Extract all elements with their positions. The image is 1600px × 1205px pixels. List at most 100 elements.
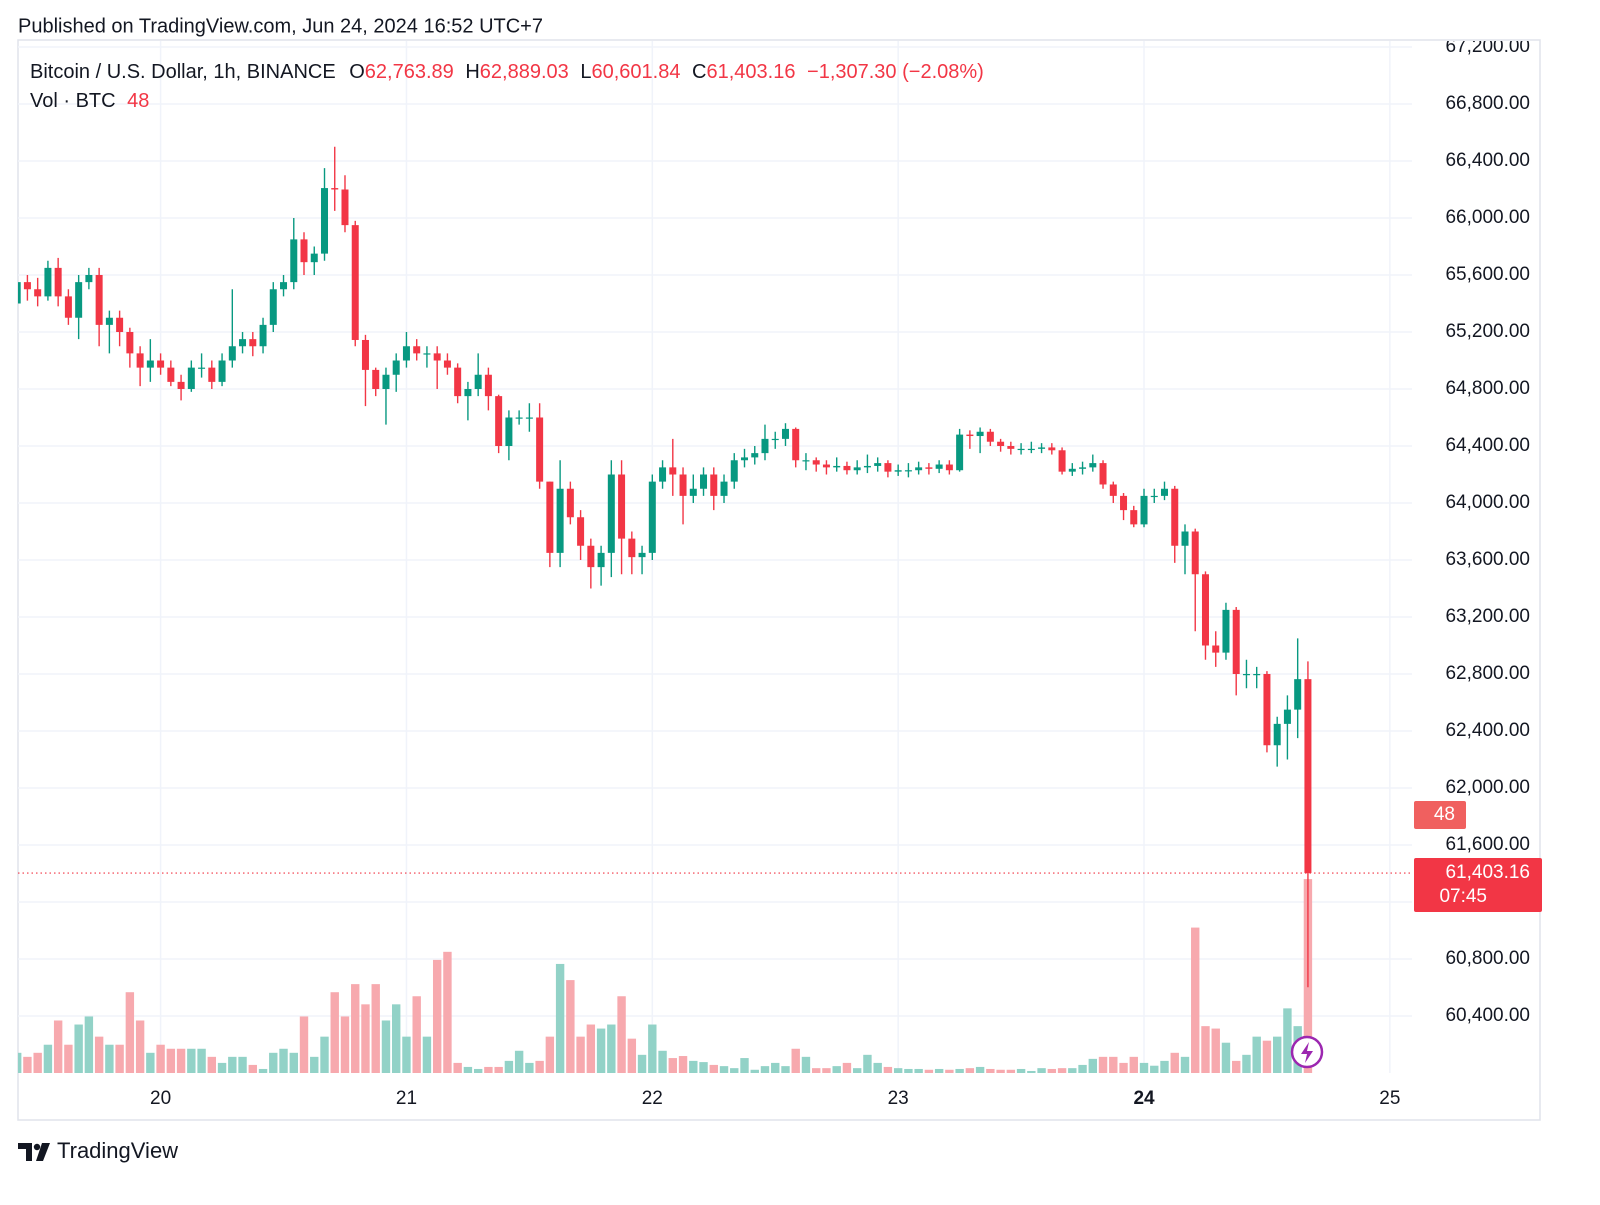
volume-bar [1088, 1058, 1098, 1073]
volume-bar [1283, 1008, 1292, 1073]
symbol-title: Bitcoin / U.S. Dollar, 1h, BINANCE [30, 61, 336, 83]
volume-bar [258, 1068, 268, 1073]
volume-bar [975, 1066, 985, 1073]
volume-bar [1150, 1065, 1159, 1073]
candle-body [474, 374, 482, 389]
volume-bar [207, 1056, 217, 1073]
price-axis: 60,400.0060,800.0061,200.0061,600.0062,0… [1445, 41, 1530, 1026]
volume-bar [1068, 1068, 1077, 1073]
volume-bar [832, 1066, 841, 1073]
volume-bar [1098, 1056, 1108, 1073]
y-tick-label: 62,800.00 [1445, 663, 1530, 684]
y-tick-label: 64,000.00 [1445, 492, 1530, 513]
volume-bar [924, 1069, 934, 1073]
candle-body [1017, 448, 1025, 451]
y-tick-label: 61,600.00 [1445, 834, 1530, 855]
candle-body [720, 481, 728, 496]
volume-bar [125, 992, 135, 1073]
volume-bar [576, 1036, 585, 1073]
candle-body [956, 434, 964, 471]
volume-bar [873, 1062, 882, 1073]
candle-body [966, 434, 974, 437]
volume-bar [1078, 1064, 1087, 1073]
x-tick-label: 25 [1379, 1088, 1400, 1109]
volume-bar [1119, 1062, 1128, 1073]
candle-body [290, 239, 298, 283]
candle-body [167, 367, 175, 382]
candle-body [730, 460, 738, 482]
volume-bar [43, 1044, 53, 1073]
candle-body [1140, 495, 1148, 525]
candle-body [1038, 447, 1046, 449]
candle-body [1058, 450, 1066, 472]
candle-body [259, 324, 267, 347]
candle-body [710, 474, 718, 496]
candle-body [1253, 674, 1261, 676]
x-tick-label: 23 [888, 1088, 909, 1109]
candle-body [1027, 448, 1035, 451]
candle-body [177, 381, 185, 389]
ohlc-letter: C [692, 61, 706, 83]
price-tag-countdown: 07:45 [1439, 886, 1487, 907]
plot-area [18, 146, 1412, 1073]
candle-body [505, 417, 513, 446]
volume-bar [678, 1056, 688, 1073]
candle-body [792, 428, 800, 461]
candle-body [228, 346, 236, 361]
candle-body [659, 467, 667, 482]
candle-body [986, 431, 994, 442]
volume-bar [1109, 1056, 1118, 1073]
candle-body [945, 464, 953, 471]
volume-bar [279, 1048, 288, 1073]
candle-body [1232, 609, 1240, 674]
candle-body [587, 545, 595, 568]
volume-bar [1139, 1062, 1149, 1073]
candle-body [34, 289, 42, 297]
candle-body [269, 289, 277, 325]
candle-body [423, 353, 431, 355]
ohlc-letter: H [465, 61, 479, 83]
volume-bar [23, 1056, 32, 1073]
candle-body [341, 189, 349, 226]
volume-bar [822, 1068, 831, 1073]
volume-bar [699, 1062, 708, 1073]
candle-body [1150, 495, 1158, 498]
volume-bar [596, 1028, 606, 1073]
volume-bar [1057, 1068, 1067, 1073]
candle-body [546, 481, 554, 553]
volume-bar [730, 1068, 739, 1073]
candle-body [95, 275, 103, 325]
volume-bar [494, 1066, 503, 1073]
volume-bar [1201, 1026, 1210, 1073]
candle-body [249, 339, 257, 347]
volume-bar [525, 1062, 534, 1073]
volume-bar [750, 1069, 759, 1073]
candle-body [638, 552, 646, 558]
volume-bar [771, 1062, 780, 1073]
volume-bar [1037, 1068, 1046, 1073]
y-tick-label: 64,400.00 [1445, 435, 1530, 456]
grid [18, 41, 1412, 1073]
candle-body [64, 296, 72, 318]
volume-bar [893, 1068, 903, 1073]
candle-body [300, 239, 308, 263]
volume-bar [1262, 1040, 1272, 1073]
volume-bar [453, 1062, 462, 1073]
volume-bar [709, 1064, 718, 1073]
price-tag [1414, 858, 1542, 913]
y-tick-label: 66,000.00 [1445, 207, 1530, 228]
volume-tag [1414, 801, 1466, 830]
candle-body [812, 460, 820, 465]
candle-body [1007, 446, 1015, 449]
candle-body [126, 332, 134, 354]
volume-bar [146, 1052, 155, 1073]
volume-bar [432, 959, 442, 1073]
brand-logo [18, 1143, 50, 1161]
y-tick-label: 65,600.00 [1445, 264, 1530, 285]
candle-body [495, 396, 503, 446]
candle-body [1201, 574, 1209, 646]
candle-body [802, 460, 810, 462]
candle-body [700, 474, 708, 489]
candle-body [597, 552, 605, 568]
